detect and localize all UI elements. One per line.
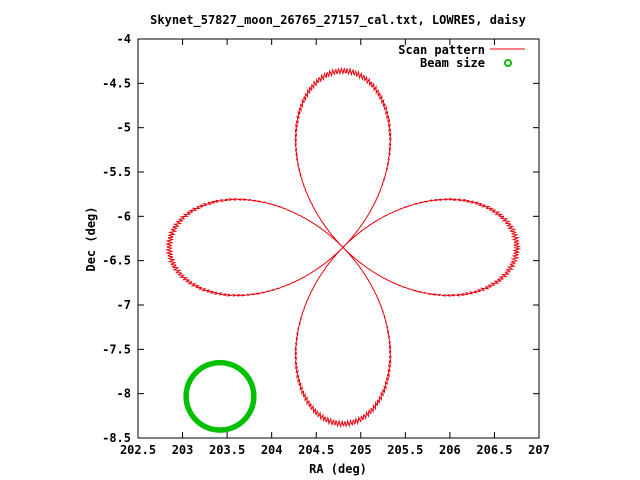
beam-size-point <box>251 391 257 398</box>
x-tick-label: 205.5 <box>387 443 423 457</box>
x-tick-label: 204 <box>261 443 283 457</box>
y-tick-label: -6 <box>117 209 131 223</box>
plot-area <box>137 38 540 439</box>
x-axis-label: RA (deg) <box>309 462 367 476</box>
x-tick-label: 203 <box>172 443 194 457</box>
y-axis-label: Dec (deg) <box>84 206 98 271</box>
y-tick-label: -7 <box>117 298 131 312</box>
beam-size-points <box>183 359 257 433</box>
legend-label-beam-size: Beam size <box>420 56 485 70</box>
x-tick-label: 204.5 <box>298 443 334 457</box>
y-tick-label: -7.5 <box>102 342 131 356</box>
y-tick-label: -4 <box>117 32 131 46</box>
plot-series <box>164 66 522 433</box>
chart-title: Skynet_57827_moon_26765_27157_cal.txt, L… <box>150 13 526 28</box>
x-tick-label: 206 <box>439 443 461 457</box>
legend-label-scan-pattern: Scan pattern <box>398 43 485 57</box>
scan-pattern-line <box>164 66 522 429</box>
y-tick-label: -4.5 <box>102 76 131 90</box>
x-tick-label: 205 <box>350 443 372 457</box>
legend-swatch-beam-size <box>504 59 512 67</box>
legend: Scan pattern Beam size <box>398 43 525 70</box>
x-tick-label: 203.5 <box>209 443 245 457</box>
plot-frame <box>137 38 540 439</box>
x-tick-label: 207 <box>528 443 550 457</box>
y-axis: -4 -4.5 -5 -5.5 -6 -6.5 -7 -7.5 -8 -8.5 <box>102 32 539 445</box>
x-axis: 202.5 203 203.5 204 204.5 205 205.5 206 206.5 207 <box>120 39 550 457</box>
y-tick-label: -8 <box>117 387 131 401</box>
x-tick-label: 206.5 <box>476 443 512 457</box>
x-tick-label: 202.5 <box>120 443 156 457</box>
y-tick-label: -6.5 <box>102 254 131 268</box>
y-tick-label: -5.5 <box>102 165 131 179</box>
y-tick-label: -5 <box>117 121 131 135</box>
y-tick-label: -8.5 <box>102 431 131 445</box>
